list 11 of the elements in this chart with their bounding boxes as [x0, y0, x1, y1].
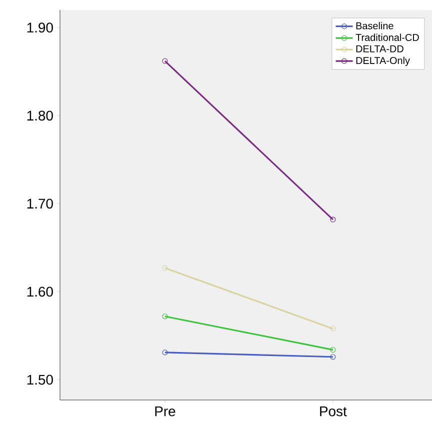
y-tick-label: 1.70 — [27, 198, 53, 209]
legend-label: DELTA-Only — [356, 56, 410, 66]
y-tick-label: 1.90 — [27, 22, 53, 33]
x-tick-label: Pre — [155, 406, 176, 416]
y-tick-label: 1.50 — [27, 374, 53, 385]
legend-label: Baseline — [356, 22, 394, 30]
y-tick-label: 1.60 — [27, 286, 53, 297]
x-tick-label: Post — [320, 406, 347, 416]
legend-label: DELTA-DD — [356, 45, 404, 52]
legend-label: Traditional-CD — [356, 34, 419, 41]
y-tick-label: 1.80 — [27, 110, 53, 121]
